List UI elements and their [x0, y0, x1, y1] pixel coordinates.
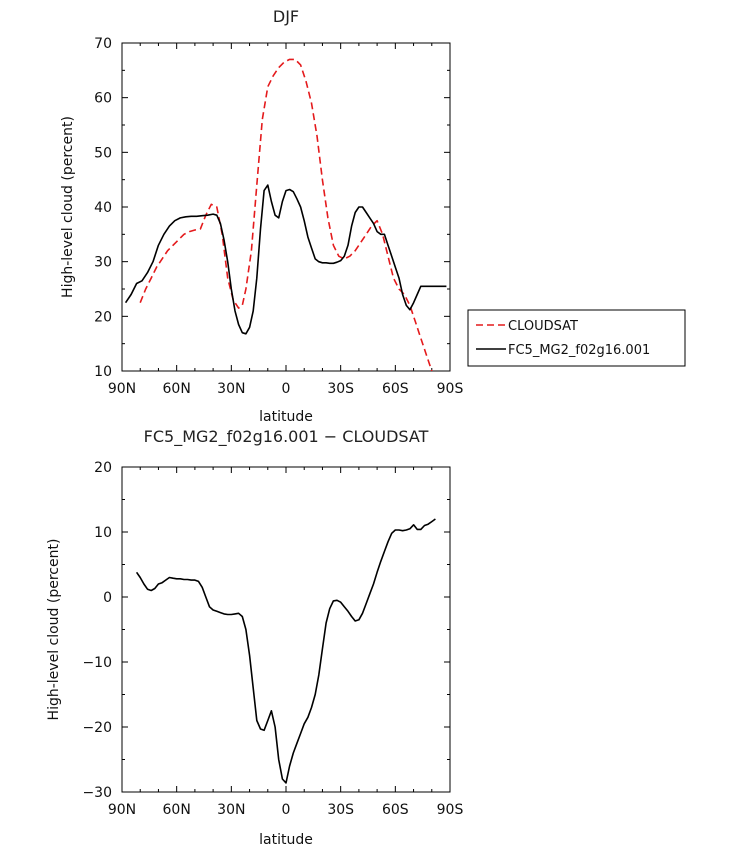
- x-tick-label: 30S: [327, 381, 354, 397]
- chart-title: FC5_MG2_f02g16.001 − CLOUDSAT: [144, 427, 429, 447]
- y-tick-label: −10: [82, 655, 112, 671]
- y-tick-label: 40: [94, 200, 112, 216]
- x-axis-label: latitude: [259, 832, 313, 848]
- x-tick-label: 30N: [217, 381, 245, 397]
- chart-title: DJF: [273, 7, 299, 26]
- series-line-cloudsat: [139, 58, 433, 371]
- y-tick-label: −30: [82, 785, 112, 801]
- x-tick-label: 30S: [327, 802, 354, 818]
- y-tick-label: 70: [94, 36, 112, 52]
- plot-frame: [121, 466, 451, 793]
- x-tick-label: 0: [282, 802, 291, 818]
- y-tick-label: 20: [94, 460, 112, 476]
- legend-label: CLOUDSAT: [508, 319, 578, 334]
- legend-box: [467, 309, 686, 367]
- x-tick-label: 90N: [108, 381, 136, 397]
- plot-frame: [121, 42, 451, 372]
- x-tick-label: 90S: [437, 381, 464, 397]
- series-line-fc5-mg2-f02g16-001: [124, 184, 447, 335]
- y-tick-label: 10: [94, 364, 112, 380]
- y-tick-label: 50: [94, 145, 112, 161]
- y-axis-label: High-level cloud (percent): [46, 539, 62, 721]
- y-axis-label: High-level cloud (percent): [60, 116, 76, 298]
- y-tick-label: 0: [103, 590, 112, 606]
- x-tick-label: 0: [282, 381, 291, 397]
- y-tick-label: 60: [94, 91, 112, 107]
- y-tick-label: −20: [82, 720, 112, 736]
- chart-panel-1: DJF 90N 60N 30N 0 30S 60S 90S 10 20 30 40 50 60 70 lati…: [60, 7, 686, 425]
- x-tick-label: 90N: [108, 802, 136, 818]
- x-axis-label: latitude: [259, 409, 313, 425]
- x-tick-label: 30N: [217, 802, 245, 818]
- y-tick-label: 30: [94, 255, 112, 271]
- x-tick-label: 60N: [163, 802, 191, 818]
- x-tick-label: 60N: [163, 381, 191, 397]
- y-tick-label: 10: [94, 525, 112, 541]
- x-tick-label: 60S: [382, 381, 409, 397]
- x-tick-label: 60S: [382, 802, 409, 818]
- y-tick-label: 20: [94, 309, 112, 325]
- legend: CLOUDSAT FC5_MG2_f02g16.001: [467, 309, 686, 367]
- x-tick-label: 90S: [437, 802, 464, 818]
- chart-panel-2: FC5_MG2_f02g16.001 − CLOUDSAT 90N 60N 30N 0 3…: [46, 427, 463, 848]
- series-line-diff-0: [135, 518, 436, 784]
- legend-label: FC5_MG2_f02g16.001: [508, 343, 650, 358]
